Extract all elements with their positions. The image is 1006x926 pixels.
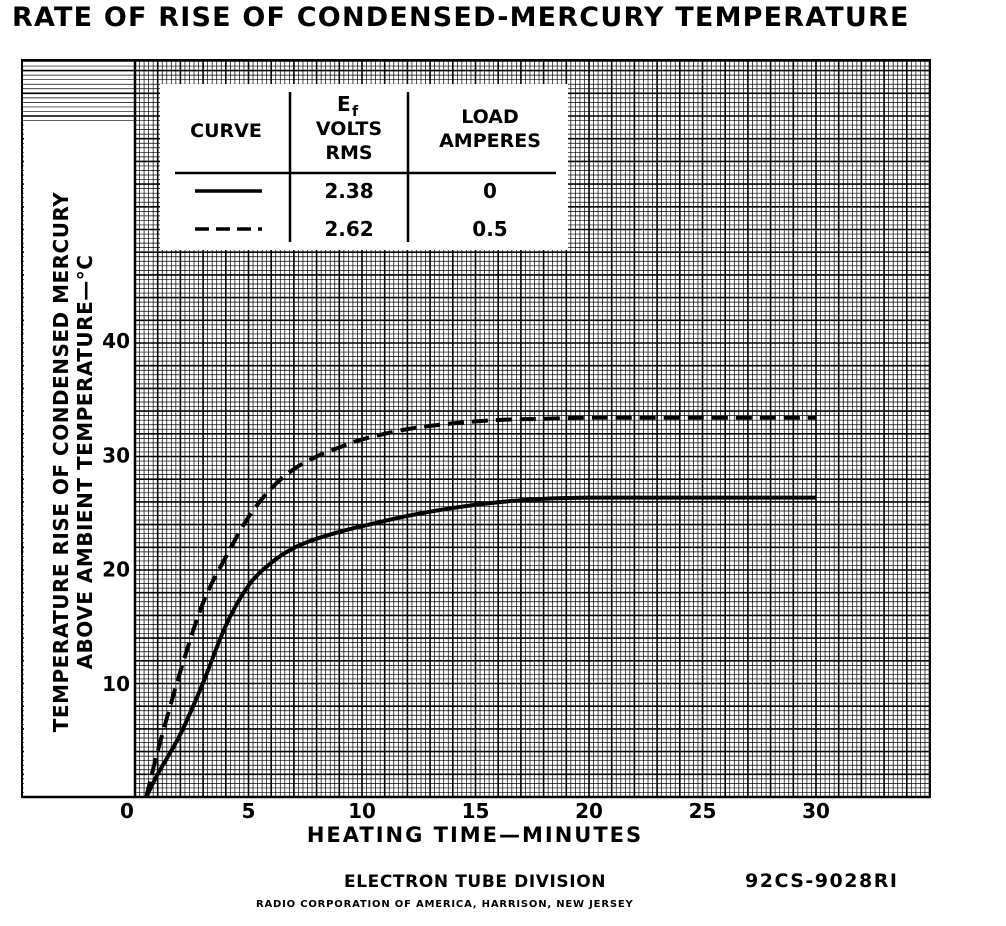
y-tick-label-bg [104,442,132,465]
legend-header-ef-subscript: f [352,104,359,120]
legend-background [160,84,568,250]
grid [21,59,931,798]
x-tick-label: 25 [689,799,717,823]
legend-header-load: LOAD [461,106,519,128]
legend-header-amperes: AMPERES [439,130,541,152]
footer-division: ELECTRON TUBE DIVISION [344,872,607,892]
y-axis-label-line2: ABOVE AMBIENT TEMPERATURE—°C [73,255,97,670]
y-axis-label: TEMPERATURE RISE OF CONDENSED MERCURY AB… [49,192,97,733]
x-tick-label: 20 [575,799,603,823]
y-tick-label: 10 [102,672,130,696]
x-tick-label: 5 [242,799,256,823]
y-tick-label: 20 [102,558,130,582]
y-tick-label: 30 [102,443,130,467]
legend-header-rms: RMS [325,142,372,164]
x-tick-labels: 0 5 10 15 20 25 30 [120,799,830,823]
series-line-dashed [144,415,816,798]
y-tick-label-bg [104,670,132,693]
legend-header-ef: E [337,92,351,116]
y-tick-labels: 10 20 30 40 [102,328,132,696]
x-tick-label: 0 [120,799,134,823]
y-axis-label-line1: TEMPERATURE RISE OF CONDENSED MERCURY [49,192,73,733]
legend-load-value: 0 [483,179,497,203]
y-tick-label-bg [104,328,132,350]
legend-header-curve: CURVE [190,120,262,142]
footer-address: RADIO CORPORATION OF AMERICA, HARRISON, … [256,899,634,910]
series-line-solid [144,495,816,798]
y-tick-label: 40 [102,329,130,353]
x-axis-label: HEATING TIME—MINUTES [307,823,643,847]
x-tick-label: 10 [348,799,376,823]
legend-ef-value: 2.62 [324,217,373,241]
series [144,415,816,798]
x-tick-label: 15 [462,799,490,823]
legend-header-volts: VOLTS [316,118,382,140]
x-tick-label: 30 [802,799,830,823]
footer-code: 92CS-9028RI [745,870,899,892]
chart-title: RATE OF RISE OF CONDENSED-MERCURY TEMPER… [12,2,910,33]
legend-load-value: 0.5 [472,217,507,241]
y-tick-label-bg [104,556,132,579]
legend-ef-value: 2.38 [324,179,373,203]
